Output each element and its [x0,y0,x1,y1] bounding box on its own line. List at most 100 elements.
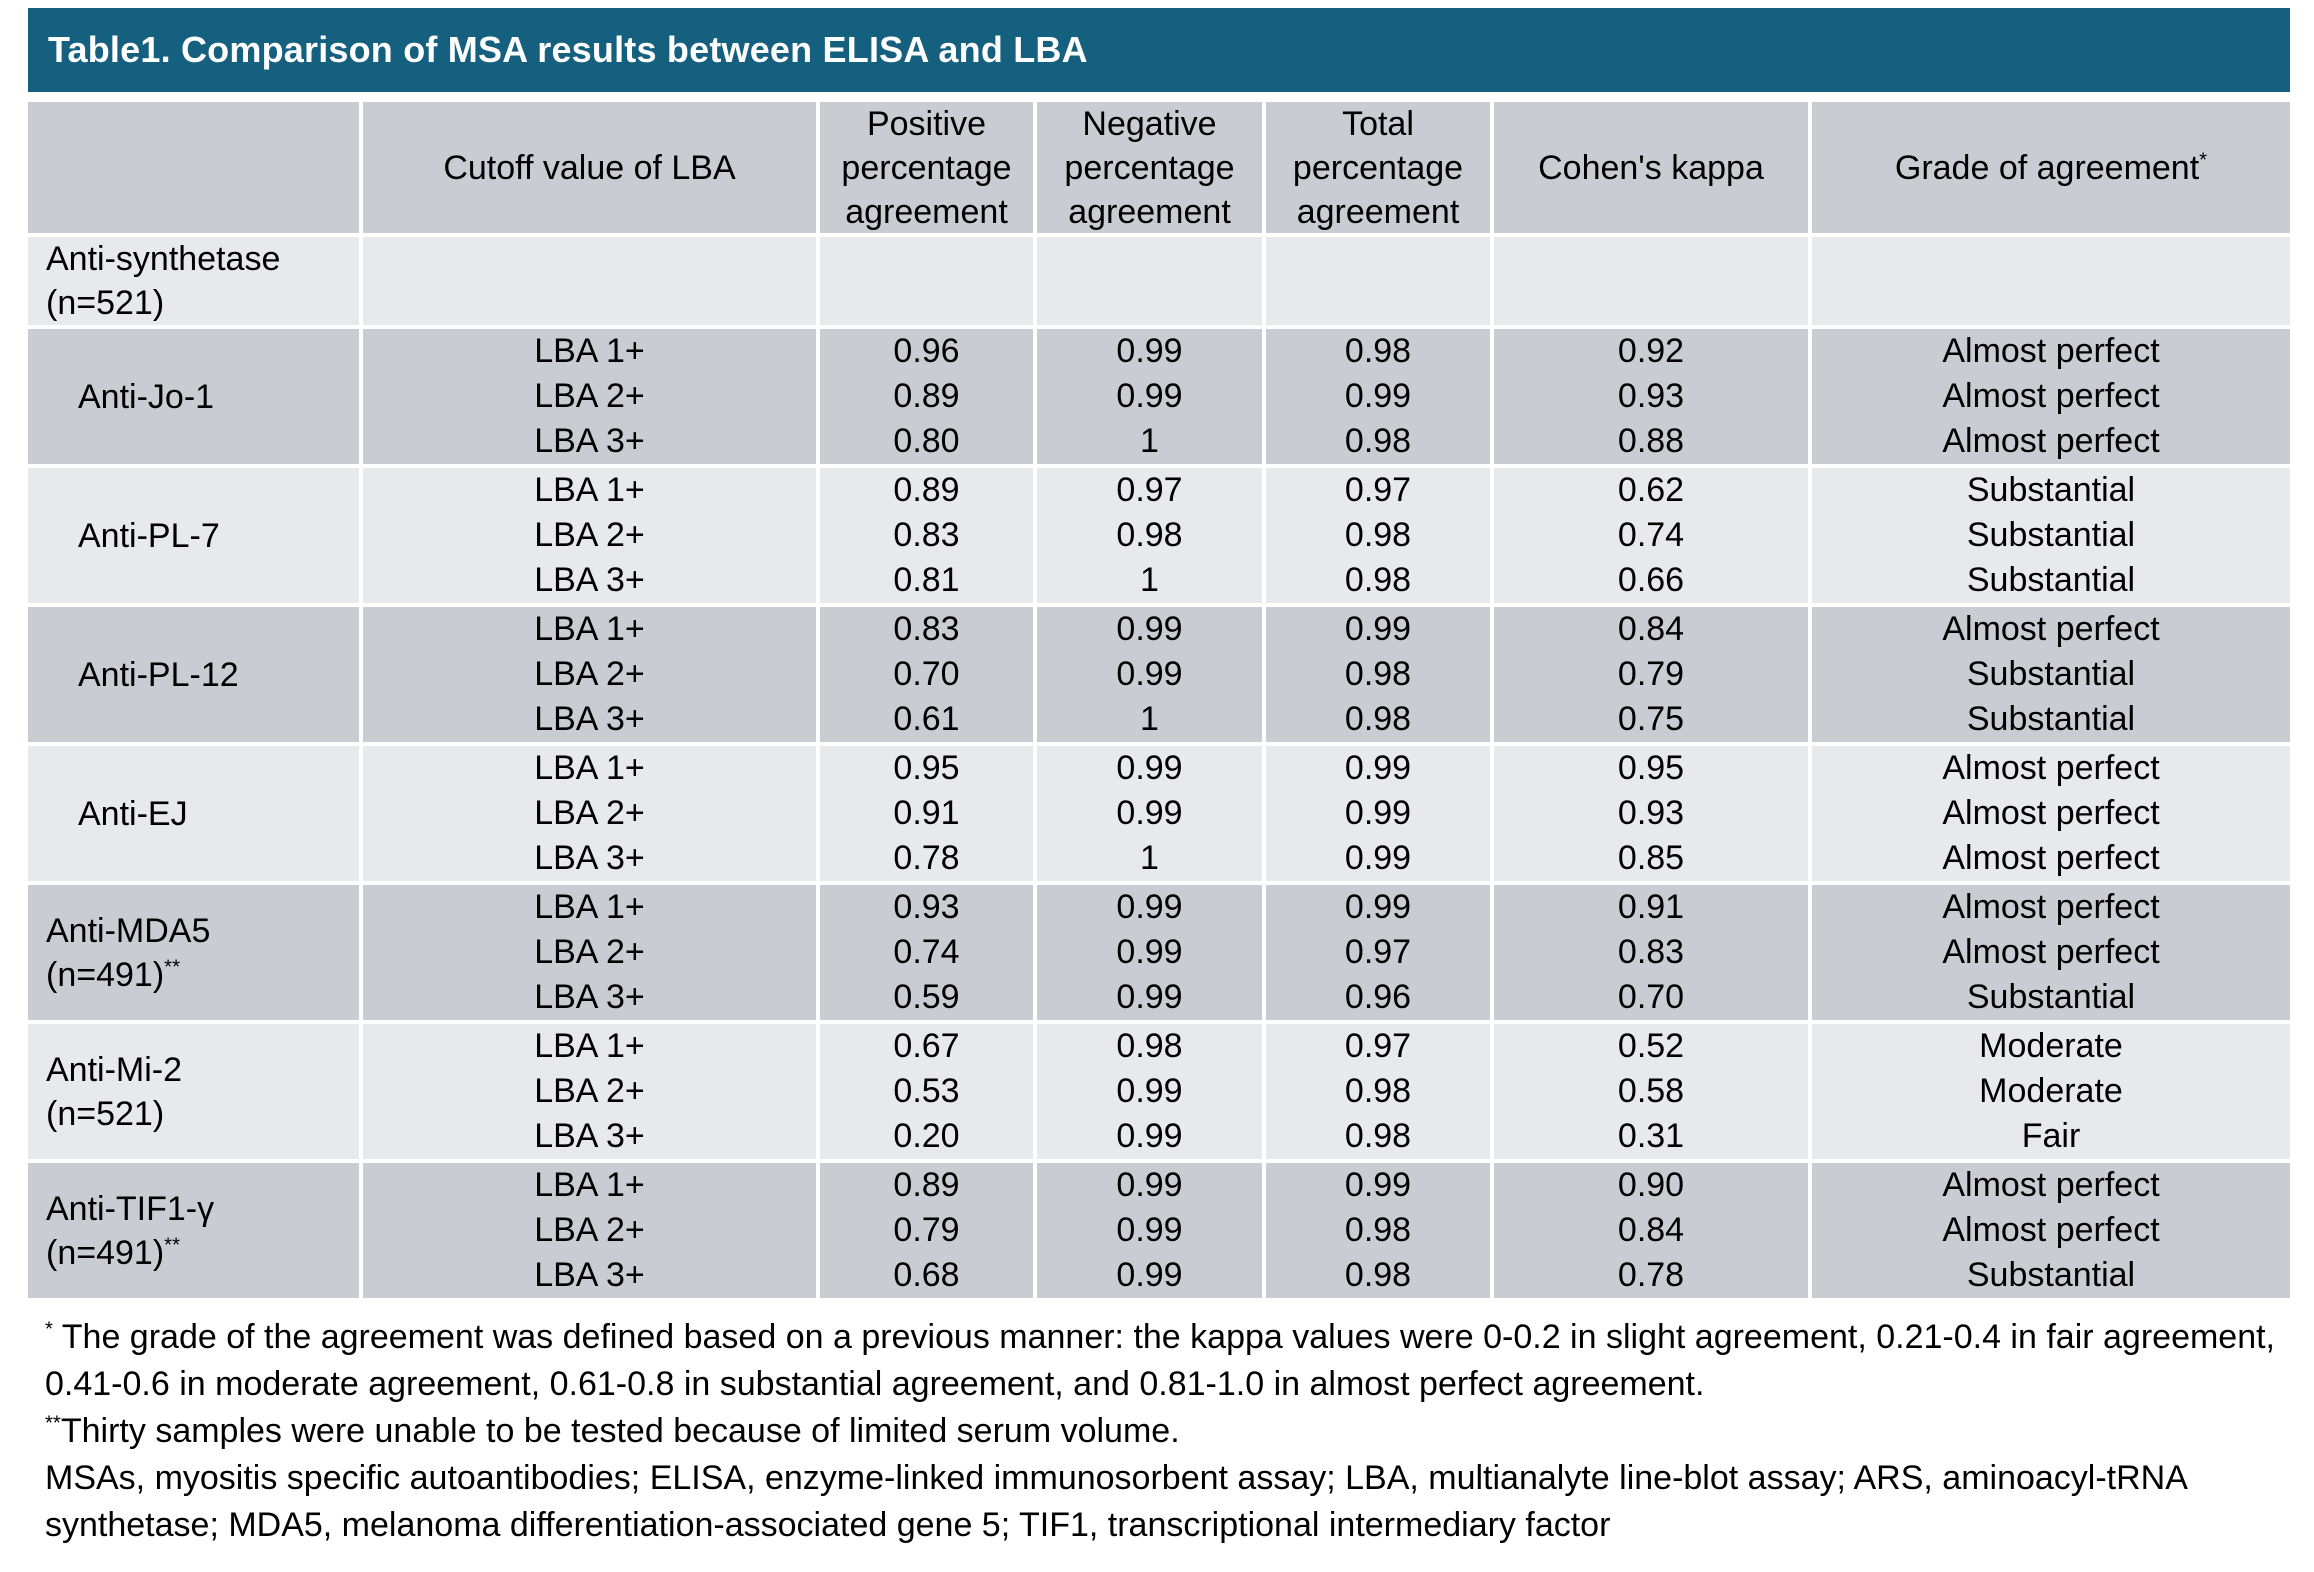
header-label: Total percentage agreement [1274,102,1482,234]
npa-value: 0.98 [1116,1027,1183,1065]
grade-value: Almost perfect [1942,377,2160,415]
header-cell-cutoff: Cutoff value of LBA [363,102,816,233]
header-cell-ppa: Positive percentage agreement [820,102,1033,233]
grade-cell [1812,237,2290,325]
cutoff-value: LBA 3+ [534,422,645,460]
npa-value: 1 [1140,561,1159,599]
tpa-value: 0.98 [1344,1072,1412,1110]
cutoff-cell: LBA 1+ LBA 2+ LBA 3+ [363,468,816,603]
cutoff-value: LBA 3+ [534,978,645,1016]
npa-cell: 0.99 0.99 0.99 [1037,885,1262,1020]
ppa-value: 0.68 [893,1256,960,1294]
header-label-text: Positive percentage agreement [841,104,1012,231]
kappa-value: 0.74 [1617,516,1685,554]
ppa-value: 0.79 [893,1211,960,1249]
grade-value: Almost perfect [1942,749,2160,787]
header-cell-antibody [28,102,359,233]
antibody-name: Anti-PL-7 [78,516,220,555]
antibody-label-cell: Anti-Mi-2 (n=521) [28,1024,359,1159]
ppa-cell: 0.89 0.83 0.81 [820,468,1033,603]
antibody-count: (n=521) [46,1092,164,1136]
npa-value: 1 [1140,422,1159,460]
ppa-value: 0.20 [893,1117,960,1155]
ppa-cell: 0.96 0.89 0.80 [820,329,1033,464]
grade-cell: Almost perfect Almost perfect Substantial [1812,1163,2290,1298]
kappa-value: 0.84 [1617,610,1685,648]
cutoff-value: LBA 2+ [534,1211,645,1249]
tpa-value: 0.98 [1344,1117,1412,1155]
npa-value: 0.99 [1116,749,1183,787]
npa-cell: 0.97 0.98 1 [1037,468,1262,603]
ppa-value: 0.81 [893,561,960,599]
tpa-value: 0.98 [1344,332,1412,370]
antibody-label-cell: Anti-PL-12 [28,607,359,742]
tpa-cell: 0.99 0.99 0.99 [1266,746,1490,881]
ppa-cell: 0.67 0.53 0.20 [820,1024,1033,1159]
footnote-text: The grade of the agreement was defined b… [45,1318,2276,1403]
tpa-value: 0.99 [1344,1166,1412,1204]
table-title: Table1. Comparison of MSA results betwee… [48,29,1088,70]
npa-value: 0.99 [1116,978,1183,1016]
antibody-count-text: (n=521) [46,1094,165,1133]
npa-value: 0.99 [1116,332,1183,370]
cutoff-value: LBA 1+ [534,749,645,787]
grade-value: Almost perfect [1942,933,2160,971]
ppa-value: 0.96 [893,332,960,370]
cutoff-value: LBA 2+ [534,794,645,832]
tpa-value: 0.98 [1344,422,1412,460]
kappa-value: 0.93 [1617,377,1685,415]
kappa-value: 0.91 [1617,888,1685,926]
grade-value: Almost perfect [1942,422,2160,460]
ppa-value: 0.91 [893,794,960,832]
grade-value: Moderate [1979,1072,2123,1110]
antibody-count-text: (n=521) [46,284,165,322]
npa-value: 0.99 [1116,1117,1183,1155]
ppa-value: 0.83 [893,610,960,648]
grade-value: Almost perfect [1942,332,2160,370]
ppa-value: 0.70 [893,655,960,693]
cutoff-value: LBA 3+ [534,561,645,599]
npa-value: 0.99 [1116,377,1183,415]
cutoff-cell: LBA 1+ LBA 2+ LBA 3+ [363,329,816,464]
grade-cell: Almost perfect Almost perfect Almost perfe… [1812,746,2290,881]
ppa-value: 0.78 [893,839,960,877]
kappa-value: 0.58 [1617,1072,1685,1110]
kappa-cell: 0.52 0.58 0.31 [1494,1024,1808,1159]
kappa-value: 0.66 [1617,561,1685,599]
npa-cell: 0.99 0.99 1 [1037,607,1262,742]
tpa-value: 0.97 [1344,1027,1412,1065]
header-label-text: Cutoff value of LBA [443,148,736,187]
footnote: MSAs, myositis specific autoantibodies; … [45,1455,2290,1549]
npa-value: 0.99 [1116,610,1183,648]
ppa-cell: 0.95 0.91 0.78 [820,746,1033,881]
ppa-cell [820,237,1033,325]
ppa-value: 0.53 [893,1072,960,1110]
tpa-value: 0.97 [1344,933,1412,971]
cutoff-value: LBA 3+ [534,1117,645,1155]
cutoff-value: LBA 2+ [534,516,645,554]
antibody-name: Anti-PL-12 [78,655,239,694]
kappa-cell: 0.62 0.74 0.66 [1494,468,1808,603]
tpa-cell: 0.98 0.99 0.98 [1266,329,1490,464]
grade-value: Substantial [1966,471,2136,509]
grade-value: Almost perfect [1942,610,2160,648]
antibody-name: Anti-MDA5 [46,911,211,950]
kappa-value: 0.52 [1617,1027,1685,1065]
grade-value: Substantial [1966,516,2136,554]
kappa-value: 0.62 [1617,471,1685,509]
grade-cell: Almost perfect Almost perfect Substantial [1812,885,2290,1020]
footnote-marker: ** [164,956,181,979]
kappa-cell: 0.91 0.83 0.70 [1494,885,1808,1020]
kappa-value: 0.95 [1617,749,1685,787]
ppa-value: 0.89 [893,377,960,415]
tpa-value: 0.99 [1344,610,1412,648]
grade-cell: Moderate Moderate Fair [1812,1024,2290,1159]
footnote-marker: ** [164,1234,181,1257]
antibody-count: (n=491)** [46,1231,180,1275]
kappa-value: 0.84 [1617,1211,1685,1249]
cutoff-cell: LBA 1+ LBA 2+ LBA 3+ [363,746,816,881]
header-cell-grade: Grade of agreement* [1812,102,2290,233]
ppa-value: 0.67 [893,1027,960,1065]
npa-value: 0.99 [1116,933,1183,971]
